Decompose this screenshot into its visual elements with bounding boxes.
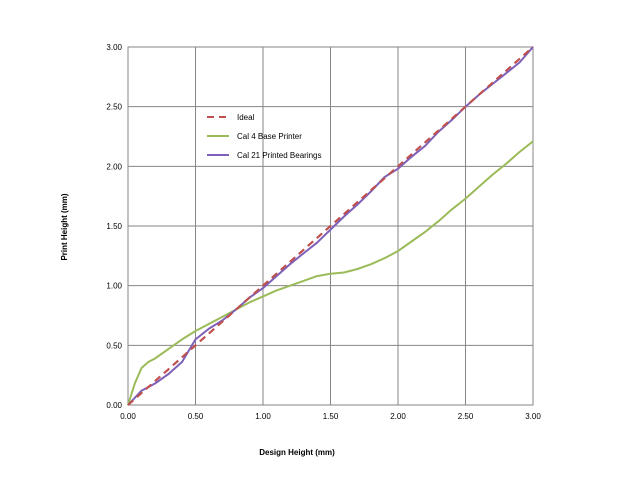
y-tick-label: 3.00	[106, 43, 122, 52]
plot-border	[127, 46, 534, 406]
x-axis-label: Design Height (mm)	[259, 448, 335, 457]
x-tick-label: 2.00	[390, 412, 406, 421]
x-tick-label: 1.50	[323, 412, 339, 421]
y-tick-label: 1.50	[106, 222, 122, 231]
y-axis-ticks: 0.00 0.50 1.00 1.50 2.00 2.50 3.00	[106, 43, 122, 410]
legend-label-3: Cal 21 Printed Bearings	[237, 151, 322, 160]
x-tick-label: 2.50	[458, 412, 474, 421]
legend-label-2: Cal 4 Base Printer	[237, 132, 302, 141]
y-tick-label: 0.00	[106, 401, 122, 410]
y-axis-label: Print Height (mm)	[60, 193, 69, 260]
series-line-ideal-overlay	[127, 46, 534, 406]
series-line-2	[127, 140, 534, 406]
y-tick-label: 2.00	[106, 162, 122, 171]
x-axis-ticks: 0.00 0.50 1.00 1.50 2.00 2.50 3.00	[120, 412, 541, 421]
legend-label-1: Ideal	[237, 113, 255, 122]
series-lines	[127, 46, 534, 406]
y-tick-label: 0.50	[106, 341, 122, 350]
x-tick-label: 3.00	[525, 412, 541, 421]
x-tick-label: 0.00	[120, 412, 136, 421]
x-tick-label: 0.50	[188, 412, 204, 421]
y-tick-label: 2.50	[106, 103, 122, 112]
legend: Ideal Cal 4 Base Printer Cal 21 Printed Be…	[207, 113, 322, 160]
plot-area	[127, 46, 534, 406]
x-tick-label: 1.00	[255, 412, 271, 421]
y-tick-label: 1.00	[106, 282, 122, 291]
